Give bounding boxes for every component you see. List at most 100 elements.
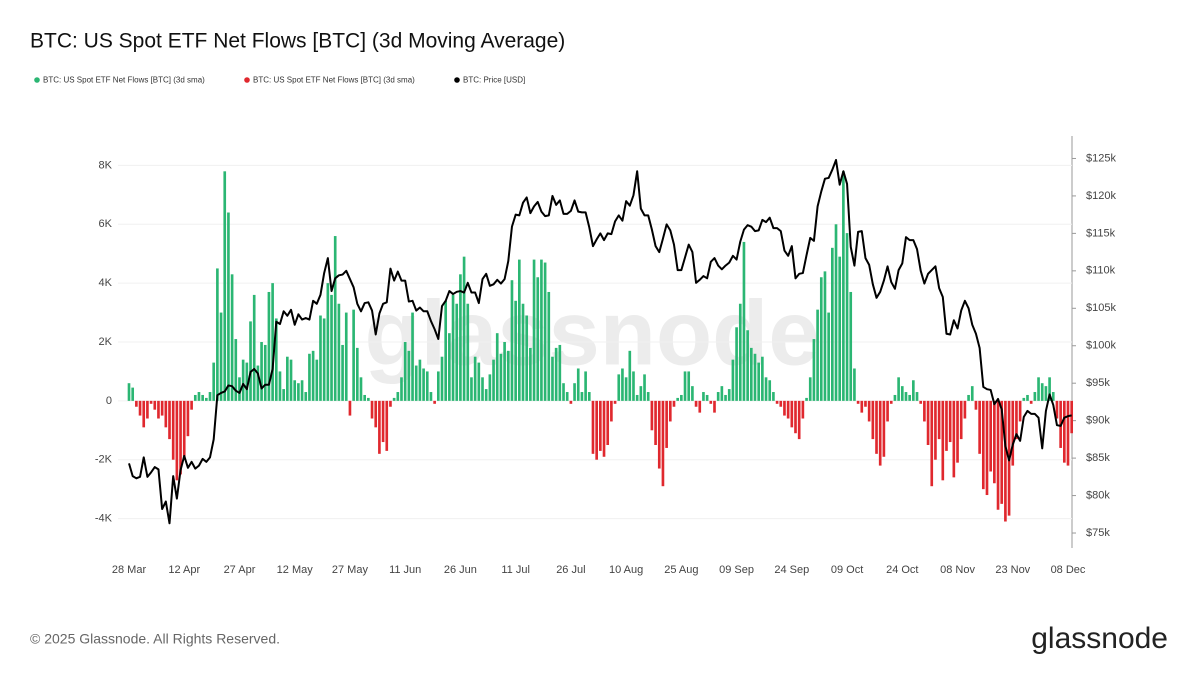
bar [900, 386, 904, 401]
bar [974, 400, 978, 410]
bar [643, 374, 646, 401]
y-tick-label: 8K [99, 159, 113, 171]
bar [462, 256, 466, 401]
bar [488, 374, 492, 401]
y-tick-label: -4K [95, 512, 113, 524]
bar [985, 400, 989, 496]
bar [926, 400, 930, 445]
bar [565, 392, 569, 401]
bar [374, 400, 378, 428]
bar [252, 294, 256, 401]
bar [297, 383, 300, 401]
bar [558, 344, 562, 401]
bar [554, 347, 558, 401]
bar [823, 271, 827, 401]
bar [448, 333, 451, 401]
bar [716, 392, 720, 401]
bar [742, 241, 746, 401]
y2-tick-label: $100k [1086, 340, 1116, 352]
bar [937, 400, 941, 440]
bar [381, 400, 385, 443]
bar [510, 280, 514, 401]
bar [576, 368, 580, 401]
legend-swatch [454, 77, 460, 83]
bar [886, 400, 889, 422]
bar [455, 303, 459, 401]
chart-title: BTC: US Spot ETF Net Flows [BTC] (3d Mov… [30, 30, 565, 53]
y-tick-label: 2K [99, 336, 113, 348]
bar [201, 394, 204, 401]
bar [915, 392, 919, 401]
y-tick-label: 6K [99, 218, 113, 230]
bar [698, 400, 702, 413]
bar [831, 247, 834, 401]
bar [621, 368, 624, 401]
bar [606, 400, 610, 445]
bar [595, 400, 598, 460]
bar [1022, 397, 1026, 401]
bar [396, 392, 400, 401]
bar [223, 171, 227, 401]
bar [812, 339, 816, 401]
bar [867, 400, 871, 422]
bar [584, 371, 587, 401]
bar [757, 362, 761, 401]
bar [956, 400, 959, 463]
bar [418, 359, 422, 401]
bar [1051, 392, 1055, 401]
bar [889, 400, 893, 404]
bar [1040, 383, 1044, 401]
x-tick-label: 09 Oct [831, 564, 863, 576]
bar [492, 359, 495, 401]
bar [680, 394, 683, 401]
bar [414, 365, 418, 401]
bar [359, 377, 363, 401]
bar [1000, 400, 1004, 504]
bar [970, 386, 974, 401]
bar [256, 365, 260, 401]
bar [182, 400, 186, 460]
bar [378, 400, 381, 454]
bar [131, 387, 135, 401]
x-tick-label: 12 May [277, 564, 314, 576]
bar [580, 392, 584, 401]
bar [518, 259, 521, 401]
bar [602, 400, 606, 457]
bar [967, 394, 970, 401]
bar [790, 400, 794, 428]
logo: glassnode [1031, 622, 1168, 655]
bar [912, 380, 915, 401]
bar [293, 380, 297, 401]
y2-tick-label: $95k [1086, 377, 1110, 389]
bar [845, 233, 849, 401]
x-tick-label: 26 Jul [556, 564, 585, 576]
bar [768, 380, 772, 401]
y2-tick-label: $105k [1086, 302, 1116, 314]
bar [171, 400, 175, 460]
bar [878, 400, 882, 466]
y2-tick-label: $110k [1086, 265, 1116, 277]
bar [981, 400, 985, 490]
bar [989, 400, 992, 472]
x-tick-label: 27 Apr [224, 564, 256, 576]
bar [282, 389, 285, 401]
bar [978, 400, 981, 454]
bar [665, 400, 668, 448]
bar [786, 400, 790, 419]
bar [904, 392, 908, 401]
x-tick-label: 09 Sep [719, 564, 754, 576]
bar [628, 350, 632, 401]
bar [1011, 400, 1015, 466]
bar [179, 400, 182, 475]
bar [735, 327, 738, 401]
bar [142, 400, 146, 428]
bar [963, 400, 967, 419]
bar [838, 256, 842, 401]
x-tick-label: 26 Jun [444, 564, 477, 576]
bar [525, 315, 529, 401]
bar [422, 368, 425, 401]
bar [1070, 400, 1074, 434]
bar [948, 400, 952, 443]
